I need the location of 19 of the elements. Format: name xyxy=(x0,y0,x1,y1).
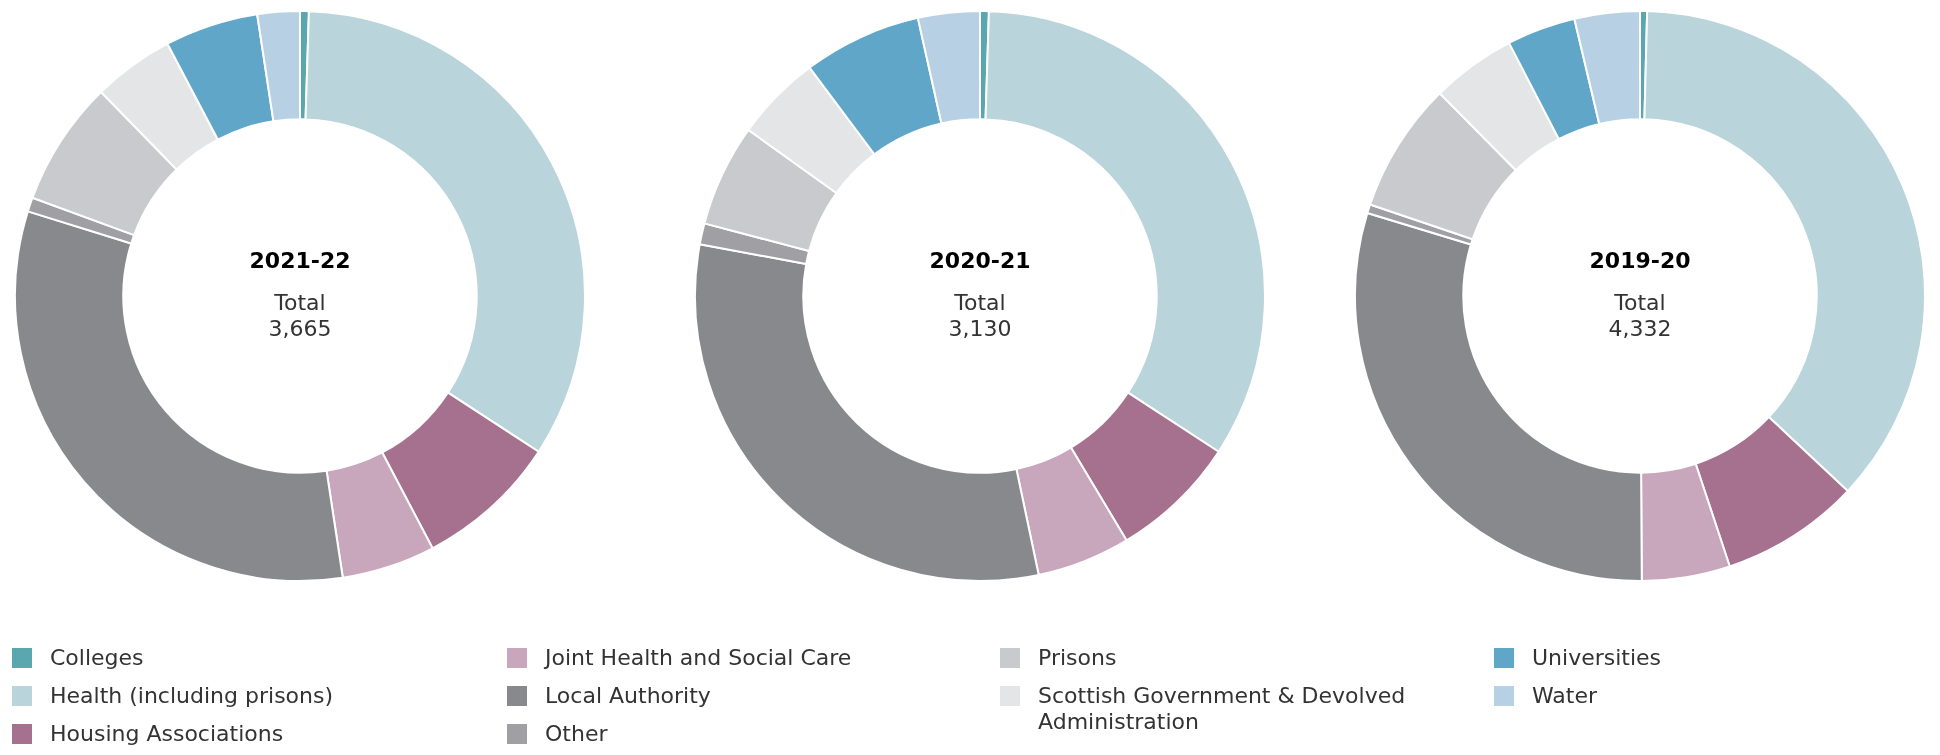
text: Total xyxy=(1613,289,1666,315)
legend-label: Universities xyxy=(1532,645,1662,671)
legend-label: Scottish Government & Devolved Administration xyxy=(1038,683,1407,735)
legend-label: Other xyxy=(545,721,608,747)
legend-label: Colleges xyxy=(50,645,144,671)
legend-label: Water xyxy=(1532,683,1598,709)
legend-label: Joint Health and Social Care xyxy=(545,645,852,671)
legend-label: Housing Associations xyxy=(50,721,284,747)
text: 3,665 xyxy=(268,315,332,341)
text: Total xyxy=(273,289,326,315)
text: 2019-20 xyxy=(1589,247,1691,273)
text: 2020-21 xyxy=(929,247,1031,273)
text: 3,130 xyxy=(948,315,1012,341)
legend-label: Health (including prisons) xyxy=(50,683,334,709)
text: 4,332 xyxy=(1608,315,1672,341)
text: 2021-22 xyxy=(249,247,351,273)
legend-label: Prisons xyxy=(1038,645,1117,671)
text: Total xyxy=(953,289,1006,315)
legend-label: Local Authority xyxy=(545,683,711,709)
